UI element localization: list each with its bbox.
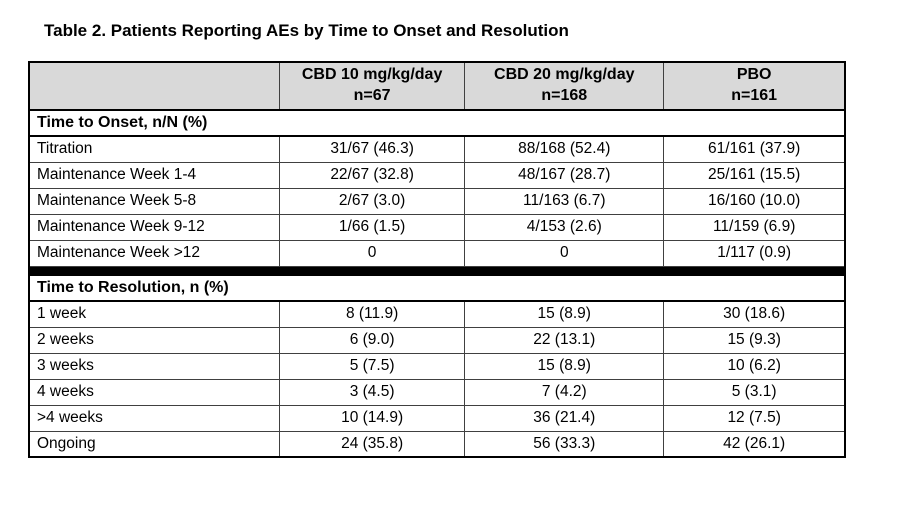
column-header-label: CBD 10 mg/kg/day	[301, 66, 443, 84]
row-value: 88/168 (52.4)	[464, 135, 665, 163]
row-value: 0	[278, 239, 466, 267]
row-value: 11/163 (6.7)	[464, 187, 665, 215]
row-value: 5 (7.5)	[278, 352, 466, 380]
row-value: 15 (8.9)	[464, 352, 665, 380]
table-row: Titration 31/67 (46.3) 88/168 (52.4) 61/161…	[28, 135, 846, 163]
section-divider-bar	[28, 265, 846, 276]
row-label: Maintenance Week 9-12	[28, 213, 280, 241]
row-value: 4/153 (2.6)	[464, 213, 665, 241]
row-value: 24 (35.8)	[278, 430, 466, 458]
row-label: Maintenance Week >12	[28, 239, 280, 267]
row-value: 12 (7.5)	[663, 404, 846, 432]
table-row: 1 week 8 (11.9) 15 (8.9) 30 (18.6)	[28, 300, 846, 328]
column-header-label: CBD 20 mg/kg/day	[494, 66, 635, 84]
row-value: 1/66 (1.5)	[278, 213, 466, 241]
column-header-empty	[28, 61, 280, 111]
column-header-n: n=168	[541, 87, 588, 104]
row-label: Titration	[28, 135, 280, 163]
section-header-label: Time to Resolution, n (%)	[28, 274, 846, 302]
row-value: 42 (26.1)	[663, 430, 846, 458]
table-row: Maintenance Week 1-4 22/67 (32.8) 48/167 (…	[28, 161, 846, 189]
row-value: 22/67 (32.8)	[278, 161, 466, 189]
row-value: 7 (4.2)	[464, 378, 665, 406]
row-value: 2/67 (3.0)	[278, 187, 466, 215]
row-value: 36 (21.4)	[464, 404, 665, 432]
column-header-cbd10: CBD 10 mg/kg/day n=67	[278, 61, 466, 111]
column-header-label: PBO	[736, 66, 772, 84]
row-label: >4 weeks	[28, 404, 280, 432]
row-value: 30 (18.6)	[663, 300, 846, 328]
row-value: 15 (9.3)	[663, 326, 846, 354]
section-header-label: Time to Onset, n/N (%)	[28, 109, 846, 137]
row-value: 8 (11.9)	[278, 300, 466, 328]
row-label: 3 weeks	[28, 352, 280, 380]
row-value: 61/161 (37.9)	[663, 135, 846, 163]
row-value: 6 (9.0)	[278, 326, 466, 354]
table-row: 3 weeks 5 (7.5) 15 (8.9) 10 (6.2)	[28, 352, 846, 380]
table-row: 4 weeks 3 (4.5) 7 (4.2) 5 (3.1)	[28, 378, 846, 406]
row-value: 48/167 (28.7)	[464, 161, 665, 189]
row-value: 25/161 (15.5)	[663, 161, 846, 189]
row-label: 2 weeks	[28, 326, 280, 354]
row-value: 16/160 (10.0)	[663, 187, 846, 215]
table-row: 2 weeks 6 (9.0) 22 (13.1) 15 (9.3)	[28, 326, 846, 354]
ae-table: CBD 10 mg/kg/day n=67 CBD 20 mg/kg/day n…	[28, 61, 846, 458]
row-value: 11/159 (6.9)	[663, 213, 846, 241]
row-value: 3 (4.5)	[278, 378, 466, 406]
table-row: Ongoing 24 (35.8) 56 (33.3) 42 (26.1)	[28, 430, 846, 458]
table-row: >4 weeks 10 (14.9) 36 (21.4) 12 (7.5)	[28, 404, 846, 432]
table-row: Maintenance Week 5-8 2/67 (3.0) 11/163 (6.…	[28, 187, 846, 215]
table-body: Time to Onset, n/N (%) Titration 31/67 (46…	[28, 109, 846, 458]
row-value: 5 (3.1)	[663, 378, 846, 406]
row-value: 15 (8.9)	[464, 300, 665, 328]
table-header-row: CBD 10 mg/kg/day n=67 CBD 20 mg/kg/day n…	[28, 61, 846, 111]
row-label: Maintenance Week 1-4	[28, 161, 280, 189]
row-value: 10 (6.2)	[663, 352, 846, 380]
section-header-row: Time to Onset, n/N (%)	[28, 109, 846, 137]
row-label: 1 week	[28, 300, 280, 328]
column-header-n: n=161	[731, 87, 778, 104]
page-title: Table 2. Patients Reporting AEs by Time …	[44, 21, 569, 40]
table-row: Maintenance Week 9-12 1/66 (1.5) 4/153 (2.…	[28, 213, 846, 241]
column-header-n: n=67	[353, 87, 391, 104]
section-header-row: Time to Resolution, n (%)	[28, 274, 846, 302]
row-value: 0	[464, 239, 665, 267]
row-value: 56 (33.3)	[464, 430, 665, 458]
row-label: Maintenance Week 5-8	[28, 187, 280, 215]
row-value: 22 (13.1)	[464, 326, 665, 354]
row-value: 10 (14.9)	[278, 404, 466, 432]
row-label: Ongoing	[28, 430, 280, 458]
row-label: 4 weeks	[28, 378, 280, 406]
row-value: 1/117 (0.9)	[663, 239, 846, 267]
column-header-cbd20: CBD 20 mg/kg/day n=168	[464, 61, 665, 111]
table-row: Maintenance Week >12 0 0 1/117 (0.9)	[28, 239, 846, 267]
row-value: 31/67 (46.3)	[278, 135, 466, 163]
column-header-pbo: PBO n=161	[663, 61, 846, 111]
section-divider	[28, 265, 846, 276]
